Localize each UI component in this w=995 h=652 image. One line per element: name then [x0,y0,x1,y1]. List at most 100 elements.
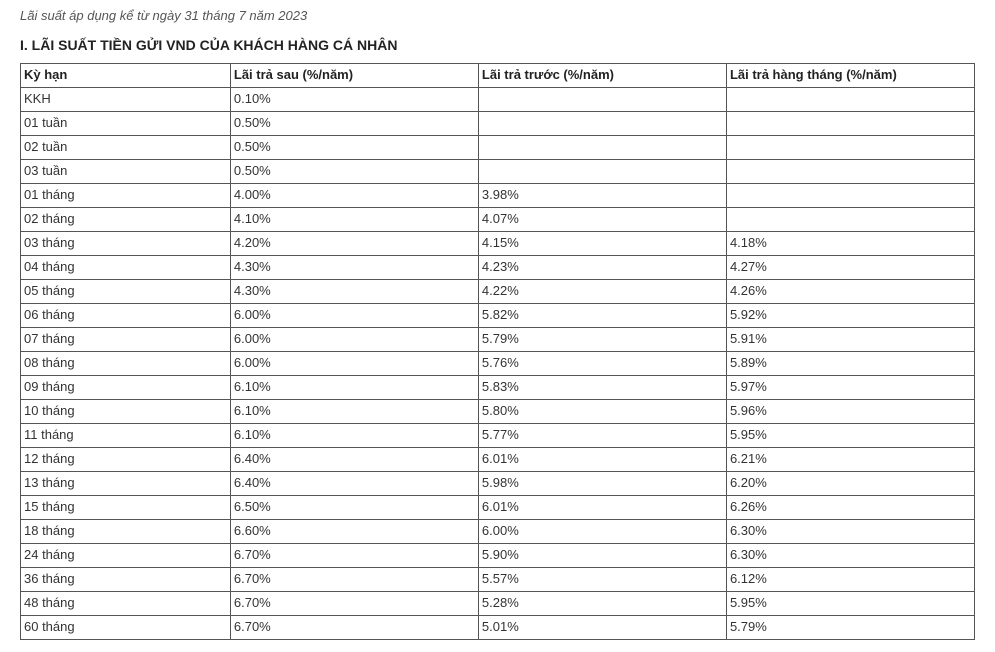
table-cell: 4.20% [230,232,478,256]
table-row: 36 tháng6.70%5.57%6.12% [21,568,975,592]
table-cell [726,160,974,184]
table-cell: 4.15% [478,232,726,256]
table-cell: 15 tháng [21,496,231,520]
table-cell: 6.70% [230,592,478,616]
table-row: 07 tháng6.00%5.79%5.91% [21,328,975,352]
table-cell: 4.10% [230,208,478,232]
table-cell: 02 tháng [21,208,231,232]
table-cell: 6.10% [230,376,478,400]
table-cell: 6.50% [230,496,478,520]
rates-table-body: KKH0.10%01 tuần0.50%02 tuần0.50%03 tuần0… [21,88,975,640]
table-cell: 18 tháng [21,520,231,544]
col-header-term: Kỳ hạn [21,64,231,88]
table-row: 03 tháng4.20%4.15%4.18% [21,232,975,256]
table-cell: 5.82% [478,304,726,328]
table-cell [726,136,974,160]
table-cell: 0.10% [230,88,478,112]
table-cell: 6.00% [230,352,478,376]
table-cell: 04 tháng [21,256,231,280]
table-cell: 5.95% [726,592,974,616]
table-row: 04 tháng4.30%4.23%4.27% [21,256,975,280]
table-cell: 4.27% [726,256,974,280]
table-cell: 0.50% [230,112,478,136]
table-cell: 36 tháng [21,568,231,592]
table-cell: 5.77% [478,424,726,448]
table-cell: 6.70% [230,568,478,592]
table-cell: 48 tháng [21,592,231,616]
table-cell: 6.00% [230,304,478,328]
table-row: 03 tuần0.50% [21,160,975,184]
table-row: 24 tháng6.70%5.90%6.30% [21,544,975,568]
table-row: 48 tháng6.70%5.28%5.95% [21,592,975,616]
table-row: 08 tháng6.00%5.76%5.89% [21,352,975,376]
table-cell: 5.91% [726,328,974,352]
table-cell: 6.12% [726,568,974,592]
table-cell: 13 tháng [21,472,231,496]
table-cell: 5.95% [726,424,974,448]
table-cell [478,160,726,184]
table-cell: 6.10% [230,400,478,424]
table-row: 02 tháng4.10%4.07% [21,208,975,232]
table-header-row: Kỳ hạn Lãi trả sau (%/năm) Lãi trả trước… [21,64,975,88]
table-cell: 5.01% [478,616,726,640]
table-cell: 03 tháng [21,232,231,256]
table-cell: 4.23% [478,256,726,280]
table-row: 01 tháng4.00%3.98% [21,184,975,208]
table-cell: 6.60% [230,520,478,544]
table-cell: 10 tháng [21,400,231,424]
table-cell: 6.00% [478,520,726,544]
table-row: KKH0.10% [21,88,975,112]
table-cell: 4.07% [478,208,726,232]
table-cell: 6.70% [230,616,478,640]
table-cell: 12 tháng [21,448,231,472]
col-header-post-paid: Lãi trả sau (%/năm) [230,64,478,88]
table-row: 02 tuần0.50% [21,136,975,160]
rates-table: Kỳ hạn Lãi trả sau (%/năm) Lãi trả trước… [20,63,975,640]
section-title: I. LÃI SUẤT TIỀN GỬI VND CỦA KHÁCH HÀNG … [20,37,975,53]
table-cell: 5.96% [726,400,974,424]
table-cell: 5.57% [478,568,726,592]
table-row: 05 tháng4.30%4.22%4.26% [21,280,975,304]
table-cell: 60 tháng [21,616,231,640]
table-cell: 5.97% [726,376,974,400]
table-cell: 6.21% [726,448,974,472]
table-cell: 5.76% [478,352,726,376]
table-cell: 6.01% [478,448,726,472]
table-cell: 5.98% [478,472,726,496]
table-cell: 0.50% [230,160,478,184]
table-cell: 6.40% [230,448,478,472]
table-cell [726,184,974,208]
table-cell: 5.89% [726,352,974,376]
table-cell: 0.50% [230,136,478,160]
table-cell [726,112,974,136]
table-cell: 4.26% [726,280,974,304]
table-cell: 6.70% [230,544,478,568]
table-cell: KKH [21,88,231,112]
table-cell: 4.22% [478,280,726,304]
table-cell: 01 tuần [21,112,231,136]
table-cell: 4.30% [230,256,478,280]
table-cell: 5.92% [726,304,974,328]
table-cell: 05 tháng [21,280,231,304]
table-cell [726,88,974,112]
table-cell: 6.26% [726,496,974,520]
table-cell: 07 tháng [21,328,231,352]
table-row: 12 tháng6.40%6.01%6.21% [21,448,975,472]
table-row: 11 tháng6.10%5.77%5.95% [21,424,975,448]
table-cell: 02 tuần [21,136,231,160]
table-cell: 6.10% [230,424,478,448]
table-cell: 5.28% [478,592,726,616]
table-cell: 01 tháng [21,184,231,208]
table-cell: 6.00% [230,328,478,352]
table-cell: 03 tuần [21,160,231,184]
table-cell [478,88,726,112]
table-cell: 6.40% [230,472,478,496]
table-row: 60 tháng6.70%5.01%5.79% [21,616,975,640]
table-cell: 5.90% [478,544,726,568]
table-cell: 6.20% [726,472,974,496]
effective-date-note: Lãi suất áp dụng kể từ ngày 31 tháng 7 n… [20,8,975,23]
table-cell [478,112,726,136]
table-cell: 24 tháng [21,544,231,568]
table-cell [726,208,974,232]
table-cell: 4.30% [230,280,478,304]
